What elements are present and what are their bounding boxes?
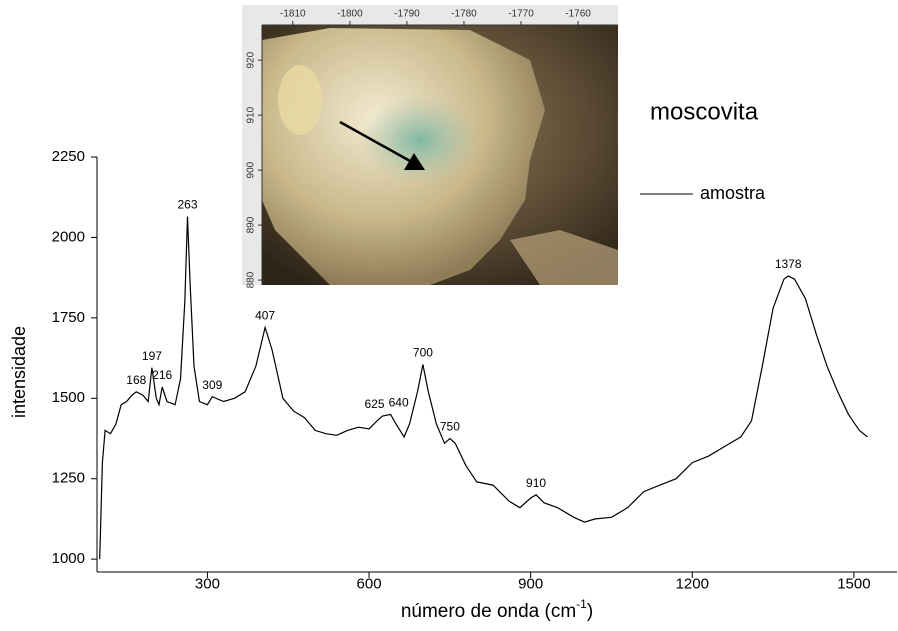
peak-label: 309 xyxy=(202,378,222,392)
x-tick-label: 1500 xyxy=(837,575,870,592)
legend-label: amostra xyxy=(700,183,766,203)
inset-x-tick-label: -1780 xyxy=(451,9,477,20)
x-tick-label: 900 xyxy=(518,575,543,592)
peak-label: 216 xyxy=(152,368,172,382)
peak-label: 750 xyxy=(440,420,460,434)
peak-label: 197 xyxy=(142,349,162,363)
x-tick-label: 1200 xyxy=(676,575,709,592)
x-tick-label: 300 xyxy=(195,575,220,592)
y-axis-label: intensidade xyxy=(9,326,29,418)
peak-label: 407 xyxy=(255,309,275,323)
peak-label: 910 xyxy=(526,476,546,490)
inset-x-tick-label: -1760 xyxy=(565,9,591,20)
y-tick-label: 1000 xyxy=(52,550,85,567)
inset-y-tick-label: 920 xyxy=(246,51,257,68)
peak-label: 168 xyxy=(126,373,146,387)
x-label-end: ) xyxy=(587,601,593,622)
y-tick-label: 1750 xyxy=(52,309,85,326)
inset-x-tick-label: -1770 xyxy=(508,9,534,20)
y-tick-label: 1500 xyxy=(52,389,85,406)
x-label-text: número de onda (cm xyxy=(401,601,576,622)
inset-y-tick-label: 910 xyxy=(246,106,257,123)
peak-label: 640 xyxy=(389,396,409,410)
peak-label: 1378 xyxy=(775,257,802,271)
inset-y-tick-label: 880 xyxy=(246,271,257,288)
peak-label: 625 xyxy=(364,397,384,411)
inset-y-tick-label: 900 xyxy=(246,161,257,178)
peak-label: 263 xyxy=(177,198,197,212)
inset-y-tick-label: 890 xyxy=(246,216,257,233)
y-tick-label: 1250 xyxy=(52,470,85,487)
peak-label: 700 xyxy=(413,346,433,360)
inset-x-tick-label: -1800 xyxy=(337,9,363,20)
y-tick-label: 2250 xyxy=(52,148,85,165)
x-label-sup: -1 xyxy=(576,597,587,611)
legend-title: moscovita xyxy=(650,98,759,125)
y-tick-label: 2000 xyxy=(52,228,85,245)
inset-photo xyxy=(242,5,618,285)
green-area xyxy=(360,95,480,185)
crystal-highlight xyxy=(278,65,322,135)
chart: moscovita amostra número de onda (cm-1) … xyxy=(0,0,898,626)
inset-x-tick-label: -1790 xyxy=(394,9,420,20)
inset-x-tick-label: -1810 xyxy=(280,9,306,20)
x-tick-label: 600 xyxy=(357,575,382,592)
x-axis-label: número de onda (cm-1) xyxy=(401,597,593,622)
